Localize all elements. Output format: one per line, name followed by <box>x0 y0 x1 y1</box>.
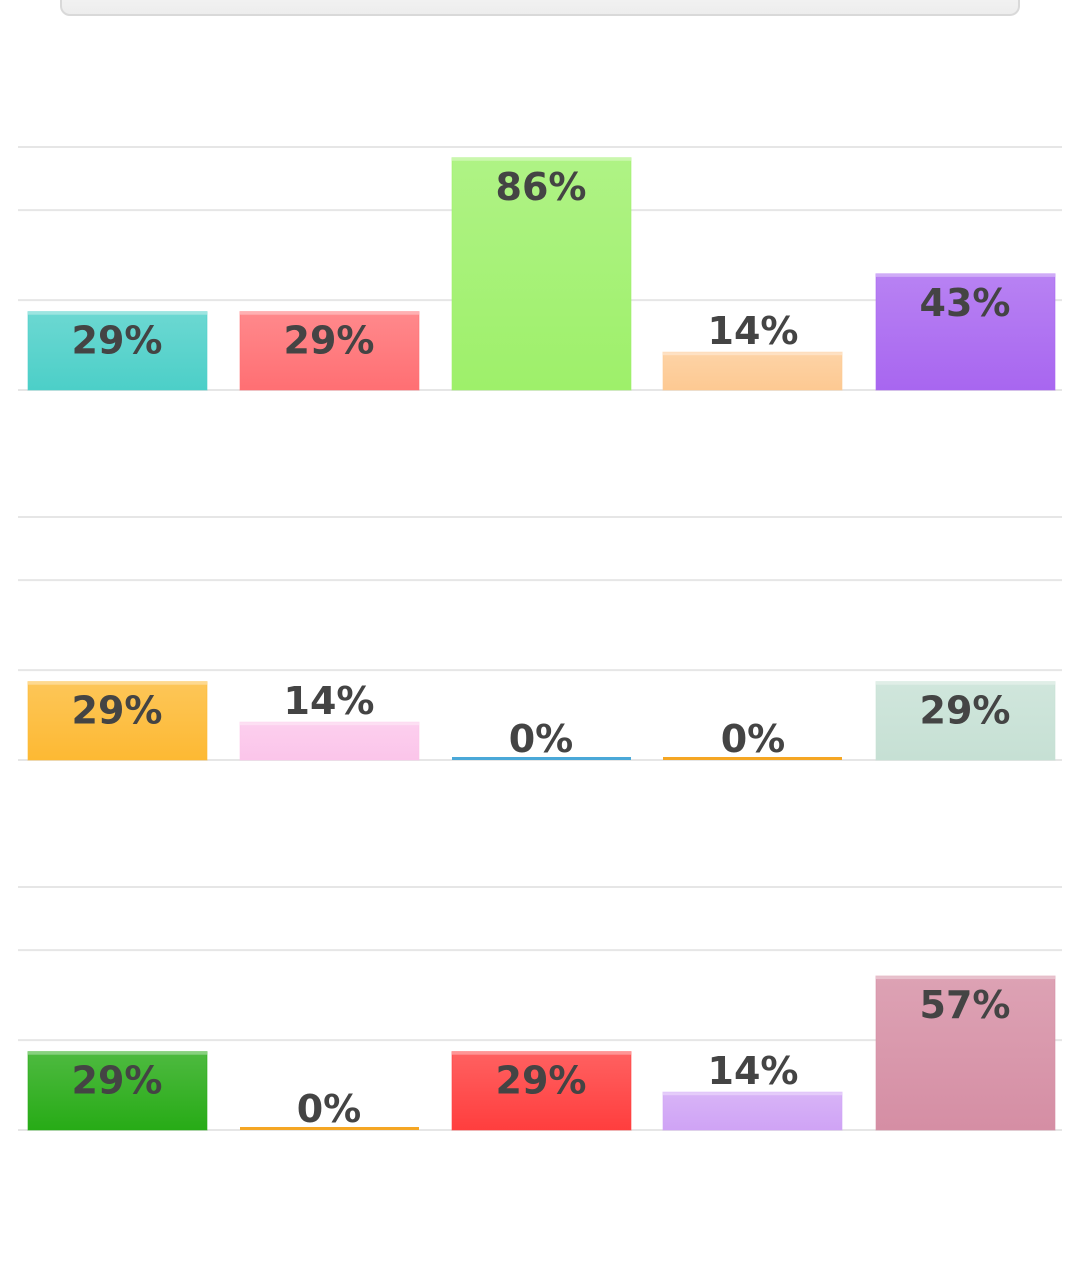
data-label: 86% <box>496 165 587 209</box>
data-label: 29% <box>496 1059 587 1103</box>
bar-highlight <box>876 681 1055 685</box>
bar <box>27 311 208 391</box>
bar-highlight <box>663 352 842 356</box>
bar-chart-2: 29% Импульси-вность 14% Негативизм 0% Избеган… <box>18 516 1062 770</box>
data-label: 29% <box>72 319 163 363</box>
data-label: 29% <box>284 319 375 363</box>
bar-highlight <box>876 273 1055 277</box>
bar-highlight <box>876 976 1055 980</box>
category-label: Шизоидность <box>438 1138 643 1140</box>
bar <box>27 681 208 761</box>
bar <box>239 311 420 391</box>
data-label: 0% <box>297 1087 362 1131</box>
bar <box>875 681 1056 761</box>
bar-highlight <box>452 157 631 161</box>
bar <box>663 757 842 760</box>
category-label: Истерия <box>479 398 602 400</box>
category-label: Импульси-вность <box>32 768 190 770</box>
bar <box>662 1091 843 1131</box>
bar <box>451 1051 632 1131</box>
data-label: 14% <box>708 1049 799 1093</box>
bar-highlight <box>663 1092 842 1096</box>
data-label: 43% <box>920 281 1011 325</box>
bar-highlight <box>28 681 207 685</box>
bar <box>451 157 632 391</box>
data-label: 14% <box>708 309 799 353</box>
category-label: Диссоциация <box>229 398 428 400</box>
data-label: 0% <box>721 717 786 761</box>
bar-highlight <box>28 311 207 315</box>
category-label: Избегание <box>462 768 620 770</box>
bar-chart-1: 29% Нарцисизм 29% Диссоциация 86% Истерия 14% З… <box>18 146 1062 400</box>
bar <box>27 1051 208 1131</box>
bar-highlight <box>240 311 419 315</box>
bar-chart-3: 29% Неустойчи-вость 0% Паранойя 29% Шизоиднос… <box>18 886 1062 1140</box>
data-label: 29% <box>72 689 163 733</box>
bar <box>662 351 843 391</box>
category-label: Садизм <box>909 398 1021 400</box>
bar-highlight <box>452 1051 631 1055</box>
data-label: 0% <box>509 717 574 761</box>
data-label: 14% <box>284 679 375 723</box>
category-label: Нарцисизм <box>34 398 199 400</box>
bar <box>240 1127 419 1130</box>
category-label: Неустойчи-вость <box>32 1138 202 1140</box>
search-box[interactable] <box>60 0 1020 16</box>
bar <box>239 721 420 761</box>
bar <box>452 757 631 760</box>
data-label: 29% <box>72 1059 163 1103</box>
data-label: 57% <box>920 983 1011 1027</box>
category-label: Паранойя <box>256 1138 402 1140</box>
category-label: Гипомания <box>884 1138 1046 1140</box>
category-label: Шизотипич-ность <box>667 1138 848 1140</box>
bar-highlight <box>240 722 419 726</box>
category-label: Депрессия <box>673 768 834 770</box>
data-label: 29% <box>920 689 1011 733</box>
category-label: Зависимость <box>658 398 848 400</box>
bar <box>875 273 1056 391</box>
bar-highlight <box>28 1051 207 1055</box>
bar <box>875 975 1056 1131</box>
category-label: Мазохизм <box>891 768 1039 770</box>
category-label: Негативизм <box>242 768 417 770</box>
